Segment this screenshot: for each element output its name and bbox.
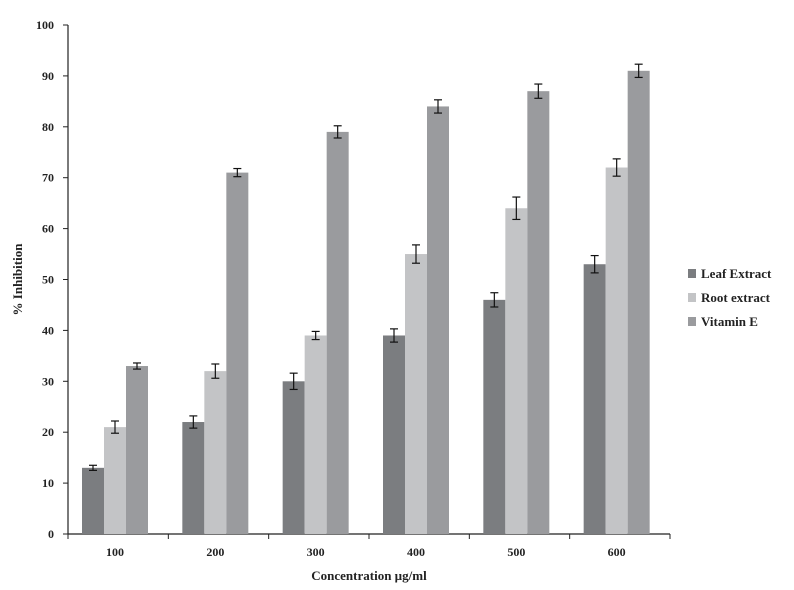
y-axis: 0 10 20 30 40 50 60 70 80 90 100 [36,18,69,541]
y-tick-label: 0 [48,527,54,541]
bar [583,264,606,534]
x-tick-label: 400 [407,545,425,559]
y-tick-label: 100 [36,18,54,32]
bar [204,371,227,534]
bar [104,427,126,534]
x-axis-title: Concentration µg/ml [311,568,427,583]
x-tick-label: 100 [106,545,124,559]
y-tick-label: 30 [42,374,54,388]
bar [304,335,327,534]
y-tick-label: 70 [42,171,54,185]
bar [326,131,349,534]
y-tick-label: 50 [42,273,54,287]
legend-label: Vitamin E [701,314,758,329]
y-tick-label: 40 [42,323,54,337]
x-tick-label: 200 [206,545,224,559]
x-axis: 100 200 300 400 500 600 [67,533,671,559]
bar [182,422,205,534]
legend-label: Leaf Extract [701,266,772,281]
bar [282,381,305,534]
bar [605,167,628,534]
bar [627,70,650,534]
y-tick-label: 20 [42,425,54,439]
legend-swatch [688,317,696,326]
bar [126,366,148,534]
bar [405,254,427,535]
bar [505,208,528,535]
y-axis-title: % Inhibition [10,243,25,316]
bar [427,106,449,534]
bar [82,467,104,534]
y-tick-label: 60 [42,222,54,236]
legend-swatch [688,293,696,302]
legend-swatch [688,269,696,278]
x-tick-label: 500 [507,545,525,559]
y-tick-label: 10 [42,476,54,490]
legend-label: Root extract [701,290,771,305]
y-tick-label: 90 [42,69,54,83]
bar [483,299,506,534]
x-tick-label: 600 [608,545,626,559]
bar [527,91,550,535]
bar [226,172,249,535]
error-bars-group [89,63,643,471]
legend: Leaf Extract Root extract Vitamin E [688,266,772,329]
bar-series-group [82,70,650,535]
y-tick-label: 80 [42,120,54,134]
x-tick-label: 300 [307,545,325,559]
bar [383,335,405,534]
